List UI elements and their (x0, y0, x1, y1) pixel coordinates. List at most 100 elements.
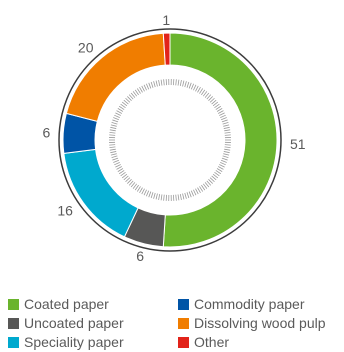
data-label-commodity-paper: 6 (42, 124, 50, 140)
inner-ring-tick (160, 79, 163, 86)
inner-ring-tick (186, 81, 190, 88)
inner-ring-tick (121, 101, 128, 107)
inner-ring-tick (150, 81, 154, 88)
inner-ring-tick (188, 82, 192, 89)
inner-ring-tick (222, 155, 229, 159)
legend-label: Dissolving wood pulp (194, 315, 326, 331)
inner-ring-tick (132, 91, 138, 97)
inner-ring-tick (116, 166, 122, 170)
inner-ring-tick (222, 121, 229, 125)
legend-swatch-dissolving-wood-pulp (178, 317, 189, 329)
inner-ring-tick (155, 193, 158, 200)
inner-ring-tick (127, 96, 132, 101)
inner-ring-tick (221, 119, 228, 123)
inner-ring-tick (109, 129, 116, 132)
inner-ring-tick (199, 88, 204, 94)
inner-ring-tick (118, 105, 125, 110)
legend-label: Coated paper (24, 296, 109, 312)
inner-ring-tick (221, 157, 228, 161)
legend-label: Uncoated paper (24, 315, 124, 331)
inner-ring-tick (206, 180, 212, 186)
inner-ring-tick (212, 173, 219, 179)
inner-ring-tick (218, 110, 224, 114)
inner-ring-tick (215, 105, 222, 110)
inner-ring-tick (127, 179, 132, 184)
inner-ring-tick (190, 83, 195, 90)
inner-ring-tick (204, 92, 210, 98)
inner-ring-tick (220, 162, 226, 166)
inner-ring-tick (158, 193, 161, 200)
legend-label: Speciality paper (24, 334, 124, 350)
slice-coated-paper (162, 32, 278, 248)
inner-ring-tick (111, 155, 118, 159)
inner-ring-tick (186, 192, 190, 199)
inner-ring-tick (177, 194, 180, 201)
inner-ring-tick (109, 134, 116, 136)
inner-ring-tick (114, 162, 120, 166)
inner-ring-tick (128, 180, 134, 186)
inner-ring-tick (197, 86, 201, 93)
inner-ring-tick (163, 194, 165, 201)
donut-chart: 51 6 16 6 20 1 (42, 12, 306, 264)
inner-ring-tick (177, 79, 180, 86)
inner-ring-tick (223, 151, 230, 154)
legend-label: Other (194, 334, 230, 350)
inner-ring-tick (130, 92, 136, 98)
legend-swatch-other (178, 336, 189, 348)
inner-ring-tick (109, 146, 116, 149)
inner-ring-tick (220, 159, 227, 163)
inner-ring-tick (202, 183, 208, 189)
data-label-dissolving-wood-pulp: 20 (78, 40, 94, 56)
slice-speciality-paper (63, 148, 139, 238)
inner-ring-tick (109, 144, 116, 146)
inner-ring-tick (175, 79, 177, 86)
inner-ring-tick (109, 131, 116, 134)
inner-ring-tick (208, 96, 213, 101)
inner-ring-tick (125, 177, 131, 183)
inner-ring-tick (224, 129, 231, 132)
legend-item-dissolving-wood-pulp: Dissolving wood pulp (178, 315, 326, 331)
inner-ring-tick (214, 103, 220, 108)
inner-ring-tick (116, 110, 122, 114)
inner-ring-tick (195, 188, 199, 195)
inner-ring-tick (158, 80, 161, 87)
inner-ring-tick (224, 131, 231, 134)
inner-ring-tick (209, 97, 215, 103)
inner-ring-tick (139, 86, 143, 93)
inner-ring-tick (184, 192, 187, 199)
inner-ring-tick (193, 84, 197, 91)
inner-ring-tick (175, 194, 177, 201)
inner-ring-tick (182, 80, 185, 87)
inner-ring-tick (202, 91, 208, 97)
inner-ring-tick (188, 191, 192, 198)
inner-ring-tick (201, 89, 206, 96)
inner-ring-tick (123, 175, 129, 181)
inner-ring-tick (184, 81, 187, 88)
inner-ring-tick (153, 192, 156, 199)
inner-ring-tick (206, 94, 212, 100)
inner-ring-tick (219, 164, 225, 168)
inner-ring-tick (148, 191, 152, 198)
inner-ring-tick (195, 85, 199, 92)
inner-ring-tick (117, 108, 124, 112)
legend-swatch-speciality-paper (8, 336, 19, 348)
inner-ring-tick (155, 80, 158, 87)
inner-ring-tick (211, 175, 217, 181)
inner-ring-tick (163, 79, 165, 86)
inner-ring-tick (136, 186, 141, 192)
inner-ring-tick (153, 81, 156, 88)
inner-ring-tick (109, 148, 116, 151)
legend-item-other: Other (178, 334, 229, 350)
data-label-coated-paper: 51 (290, 136, 306, 152)
inner-ring-tick (110, 151, 117, 154)
inner-ring-tick (197, 187, 201, 194)
inner-ring-tick (110, 124, 117, 127)
inner-ring-tick (219, 112, 225, 116)
inner-ring-tick (216, 168, 223, 172)
inner-ring-tick (224, 148, 231, 151)
legend-item-speciality-paper: Speciality paper (8, 334, 124, 350)
inner-ring-tick (110, 126, 117, 129)
inner-ring-tick (209, 177, 215, 183)
inner-ring-tick (224, 144, 231, 146)
inner-ring-tick (120, 103, 126, 108)
